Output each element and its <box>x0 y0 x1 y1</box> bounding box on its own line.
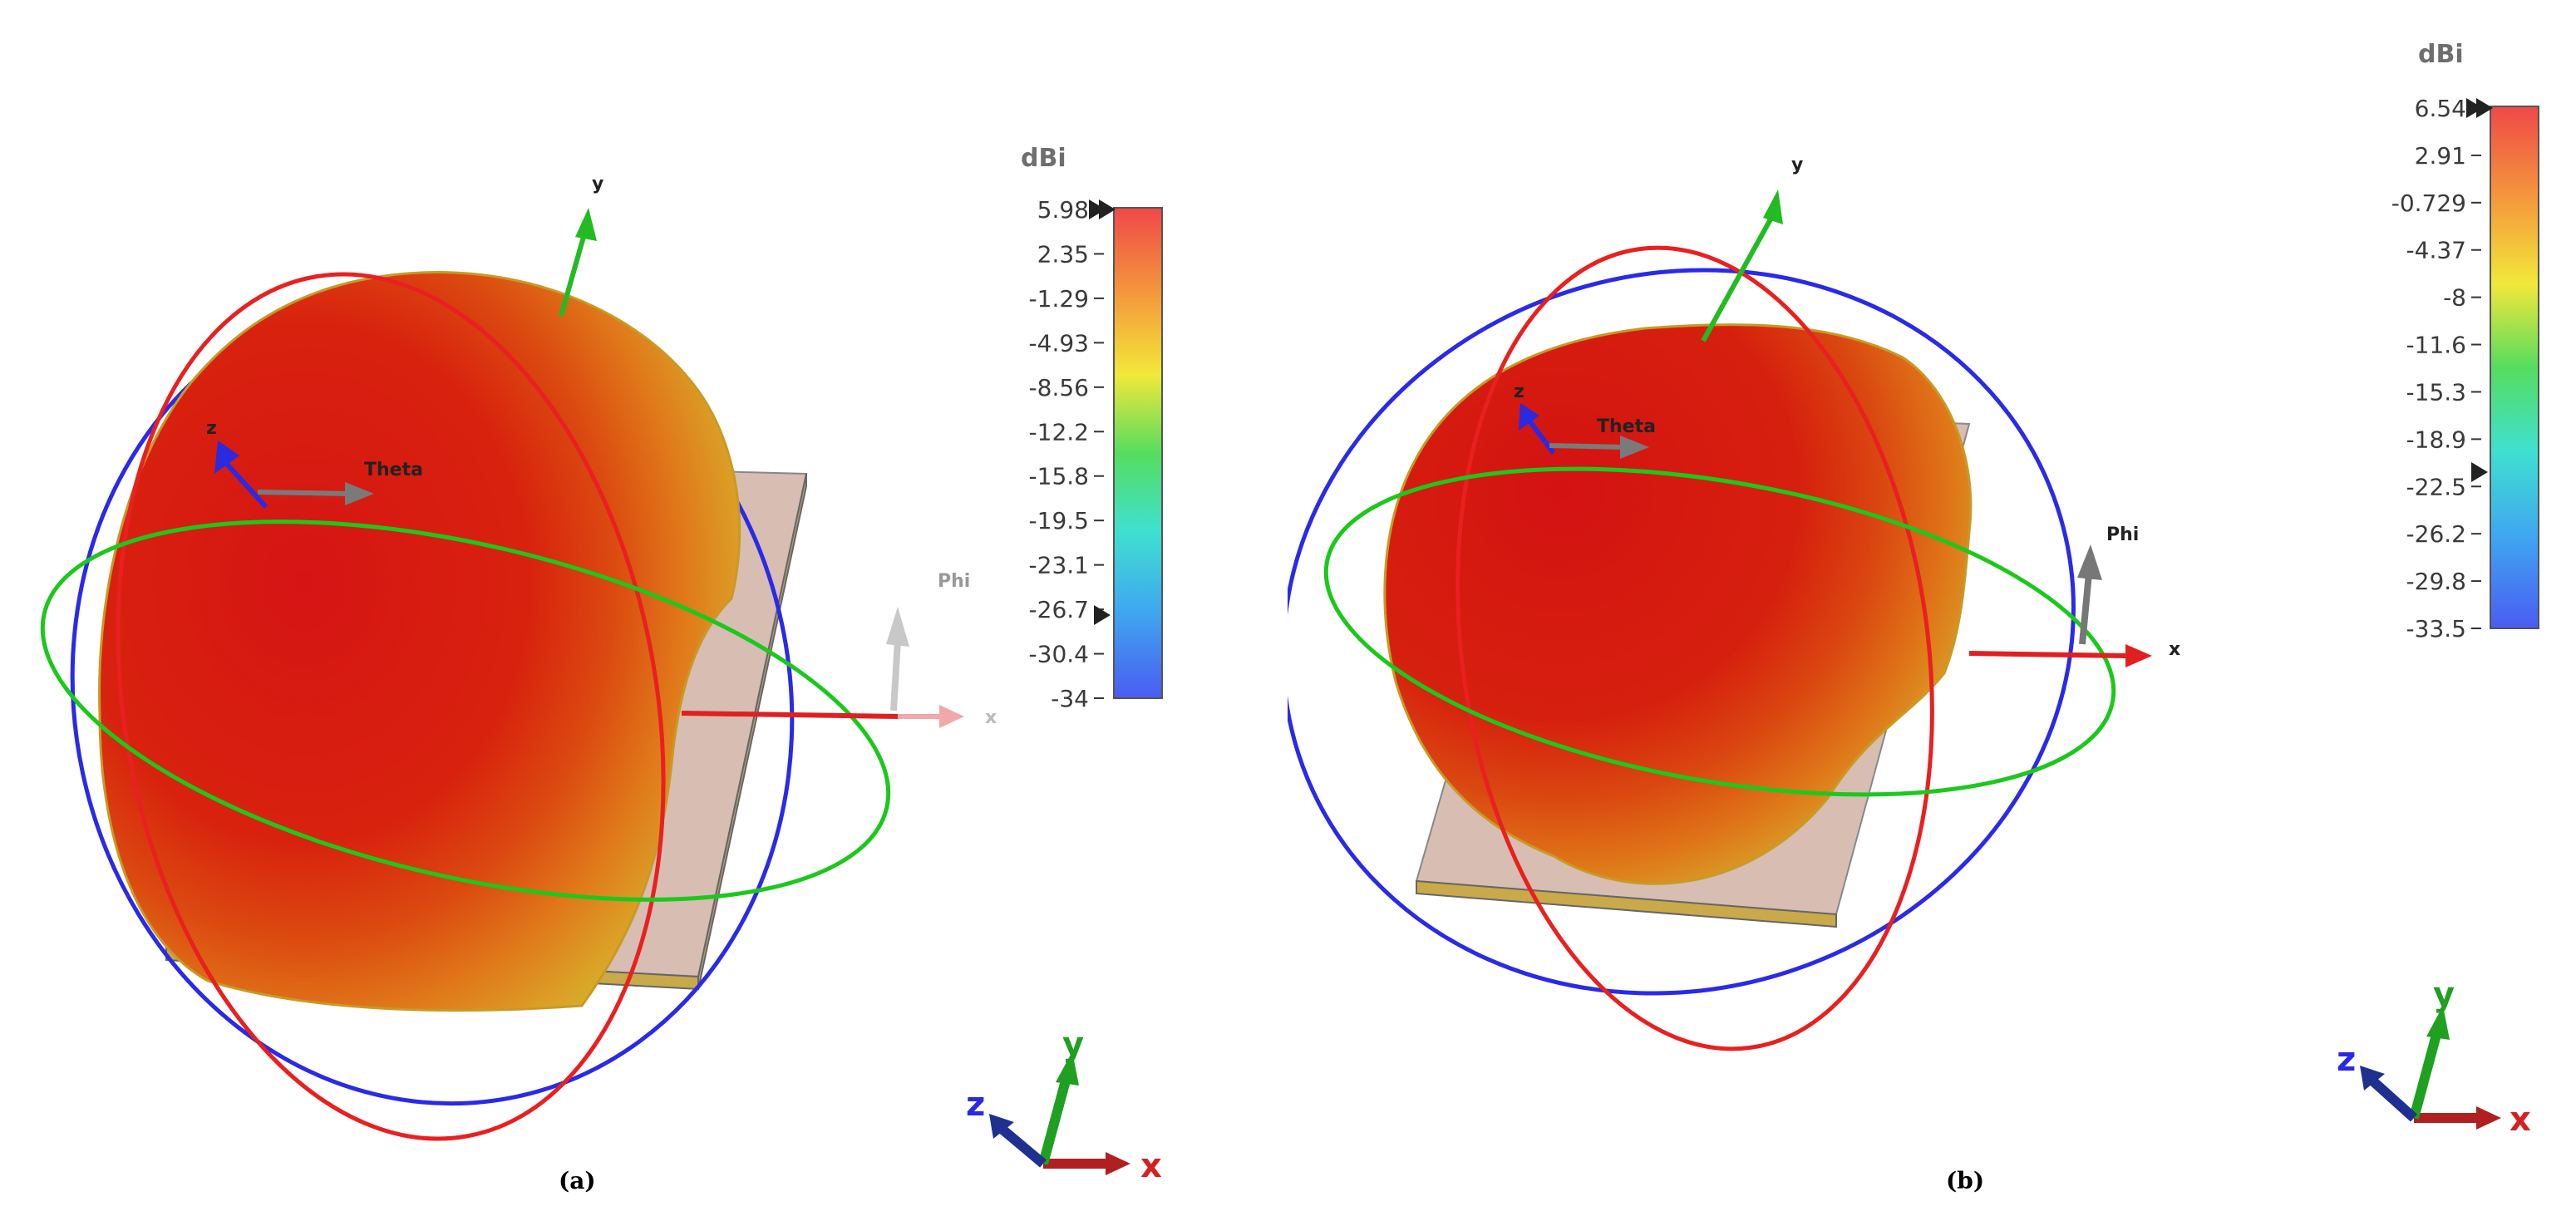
x-axis <box>1968 644 2152 667</box>
colorbar-tick-label: -22.5 <box>2406 473 2466 500</box>
colorbar-tick-label: -8 <box>2443 284 2466 312</box>
colorbar-tick-label: -0.729 <box>2391 190 2466 217</box>
colorbar-tick-label: -15.3 <box>2406 378 2466 406</box>
colorbar: dBi 5.98 2.35 -1.29 -4.93 -8.56 -12.2 -15.8 -19… <box>1021 144 1163 712</box>
colorbar-tick-label: -4.93 <box>1029 329 1089 357</box>
max-marker-icon-2 <box>2476 98 2493 118</box>
phi-label: Phi <box>2106 524 2139 545</box>
panel-b: y z Theta Phi x dBi 6.54 2.91 -0.729 -4.37 -… <box>1288 0 2576 1226</box>
colorbar-tick-label: -4.37 <box>2406 237 2466 264</box>
theta-label: Theta <box>364 460 423 480</box>
theta-label: Theta <box>1597 416 1656 437</box>
triad-x-label: x <box>2510 1100 2531 1139</box>
phi-label: Phi <box>938 571 970 592</box>
x-axis-label: x <box>985 707 997 728</box>
max-marker-icon <box>2466 98 2483 118</box>
y-axis-label: y <box>592 174 603 194</box>
theta-arrow <box>257 482 374 505</box>
colorbar: dBi 6.54 2.91 -0.729 -4.37 -8 -11.6 -15.3 -18.9… <box>2391 40 2539 643</box>
phi-ring <box>1288 268 2076 996</box>
colorbar-tick-label: 6.54 <box>2415 95 2466 122</box>
z-axis <box>214 441 268 510</box>
colorbar-tick-label: -23.1 <box>1029 552 1089 579</box>
y-axis <box>1701 190 1783 342</box>
max-marker-icon <box>1089 199 1106 219</box>
panel-a: y z Theta Phi x dBi 5.98 2.35 -1.29 -4.93 -8… <box>40 144 1163 1194</box>
orientation-triad: x y z <box>2337 976 2531 1139</box>
colorbar-tick-label: -26.2 <box>2406 520 2466 548</box>
equator-ring <box>40 519 891 902</box>
colorbar-tick-label: -19.5 <box>1029 507 1089 534</box>
max-marker-icon-2 <box>1099 199 1116 219</box>
colorbar-tick-label: -8.56 <box>1029 374 1089 401</box>
colorbar-tick-label: -26.7 <box>1029 596 1089 623</box>
colorbar-gradient <box>2490 106 2539 629</box>
min-marker-icon <box>2471 462 2488 482</box>
radiation-pattern-lobe <box>1383 323 1973 885</box>
triad-y-label: y <box>2433 976 2455 1014</box>
colorbar-unit: dBi <box>1021 144 1066 173</box>
equator-ring <box>1323 466 2116 797</box>
colorbar-tick-label: -18.9 <box>2406 426 2466 453</box>
theta-ring <box>116 272 666 1141</box>
colorbar-tick-label: -1.29 <box>1029 285 1089 313</box>
phi-arrow <box>2077 544 2102 645</box>
triad-x-label: x <box>1140 1147 1162 1185</box>
colorbar-tick-label: 2.35 <box>1037 240 1089 268</box>
colorbar-tick-label: -11.6 <box>2406 332 2466 359</box>
z-axis-label: z <box>1514 382 1524 402</box>
x-axis-label: x <box>2169 639 2180 660</box>
colorbar-tick-label: -33.5 <box>2406 615 2466 643</box>
triad-y-label: y <box>1062 1026 1084 1064</box>
caption-a: (a) <box>559 1167 596 1194</box>
theta-arrow <box>1549 436 1649 459</box>
colorbar-tick-label: 5.98 <box>1037 196 1089 224</box>
triad-z-label: z <box>2337 1041 2356 1079</box>
theta-ring <box>1455 245 1934 1051</box>
colorbar-tick-label: -30.4 <box>1029 641 1089 668</box>
colorbar-tick-label: -15.8 <box>1029 463 1089 490</box>
x-axis <box>681 705 964 728</box>
y-axis-label: y <box>1791 155 1803 175</box>
caption-b: (b) <box>1946 1167 1984 1194</box>
colorbar-tick-label: -29.8 <box>2406 568 2466 595</box>
colorbar-gradient <box>1113 207 1163 699</box>
z-axis-label: z <box>206 418 217 439</box>
min-marker-icon <box>1094 605 1111 625</box>
radiation-pattern-lobe <box>98 271 741 1012</box>
phi-arrow <box>886 607 909 711</box>
orientation-triad: x y z <box>966 1026 1162 1185</box>
colorbar-tick-label: 2.91 <box>2415 142 2466 170</box>
colorbar-tick-label: -34 <box>1051 685 1089 712</box>
y-axis <box>559 208 597 317</box>
triad-z-label: z <box>966 1086 985 1124</box>
colorbar-tick-label: -12.2 <box>1029 418 1089 446</box>
colorbar-unit: dBi <box>2418 40 2464 69</box>
